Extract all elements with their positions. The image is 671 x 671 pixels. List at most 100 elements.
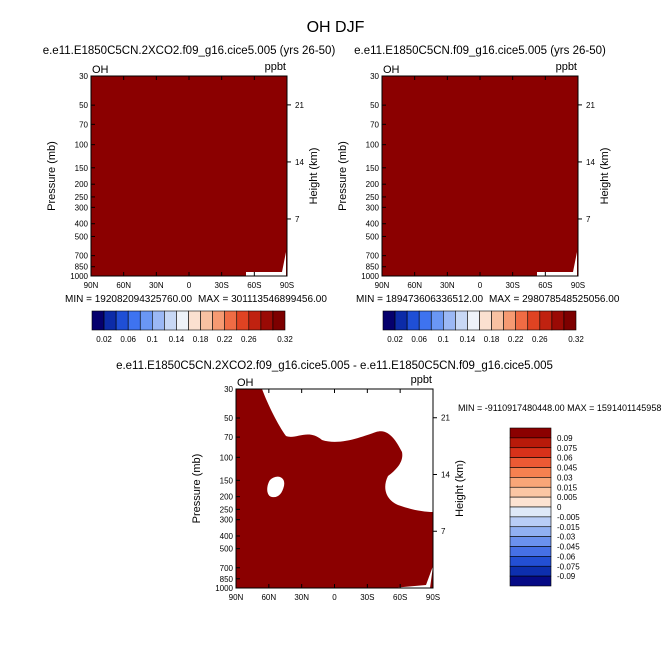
colorbar-swatch — [139, 310, 153, 331]
x-tick-label: 0 — [187, 281, 192, 290]
field-missing-region — [267, 476, 285, 498]
x-tick-label: 90S — [426, 593, 440, 602]
y-tick-label: 30 — [370, 72, 379, 81]
y-tick-label: 70 — [224, 433, 233, 442]
y-tick-label: 50 — [370, 101, 379, 110]
colorbar-swatch — [509, 506, 552, 518]
y-tick-label: 700 — [75, 252, 89, 261]
chart-panel-1: e.e11.E1850C5CN.2XCO2.f09_g16.cice5.005 … — [43, 45, 336, 344]
colorbar-label: 0.09 — [557, 434, 573, 443]
colorbar-label: 0.06 — [557, 454, 573, 463]
colorbar-swatch — [509, 457, 552, 468]
y-tick-label: 250 — [75, 193, 89, 202]
height-tick-label: 7 — [586, 215, 591, 224]
y-tick-label: 250 — [366, 193, 380, 202]
colorbar-label: 0.045 — [557, 464, 578, 473]
colorbar-label: 0.18 — [484, 335, 500, 344]
colorbar-label: 0.02 — [387, 335, 403, 344]
colorbar-swatch — [418, 310, 432, 331]
y-tick-label: 100 — [366, 141, 380, 150]
colorbar-label: 0.005 — [557, 493, 578, 502]
field-fill — [382, 76, 578, 276]
colorbar-swatch — [176, 310, 189, 331]
field-fill — [236, 389, 433, 588]
y-axis-label: Pressure (mb) — [46, 141, 58, 211]
y-tick-label: 100 — [220, 453, 234, 462]
y-tick-label: 400 — [366, 220, 380, 229]
height-tick-label: 21 — [586, 101, 595, 110]
colorbar-swatch — [563, 310, 577, 331]
colorbar-label: 0.06 — [120, 335, 136, 344]
y-tick-label: 850 — [366, 263, 380, 272]
y-tick-label: 30 — [79, 72, 88, 81]
y-tick-label: 1000 — [361, 272, 379, 281]
field-missing-region — [537, 252, 577, 276]
x-tick-label: 90S — [280, 281, 294, 290]
colorbar-swatch — [509, 546, 552, 557]
height-tick-label: 7 — [295, 215, 300, 224]
x-tick-label: 30N — [440, 281, 455, 290]
colorbar-swatch — [91, 310, 105, 331]
colorbar-swatch — [127, 310, 141, 331]
corner-label-left: OH — [383, 64, 400, 76]
colorbar-swatch — [224, 310, 238, 331]
colorbar-label: -0.09 — [557, 572, 576, 581]
corner-label-left: OH — [237, 377, 254, 389]
colorbar-swatch — [509, 477, 552, 488]
colorbar-label: 0.015 — [557, 483, 578, 492]
colorbar-label: 0.32 — [277, 335, 293, 344]
y-tick-label: 500 — [75, 232, 89, 241]
colorbar-label: 0.03 — [557, 473, 573, 482]
colorbar-swatch — [200, 310, 213, 331]
min-max-label: MIN = -9110917480448.00 MAX = 1591401145… — [458, 403, 661, 413]
height-tick-label: 14 — [295, 158, 304, 167]
colorbar-label: 0.26 — [241, 335, 257, 344]
min-value-label: MIN = 189473606336512.00 — [356, 294, 483, 305]
colorbar-label: 0 — [557, 503, 562, 512]
colorbar-label: 0.14 — [460, 335, 476, 344]
y-tick-label: 400 — [220, 532, 234, 541]
colorbar-swatch — [212, 310, 225, 331]
chart-panel-3: e.e11.E1850C5CN.2XCO2.f09_g16.cice5.005 … — [116, 360, 661, 602]
y-tick-label: 850 — [75, 263, 89, 272]
colorbar-swatch — [509, 486, 552, 498]
field-missing-region — [392, 566, 433, 588]
x-tick-label: 90N — [229, 593, 244, 602]
colorbar-label: -0.06 — [557, 552, 576, 561]
colorbar-swatch — [394, 310, 408, 331]
colorbar-swatch — [272, 310, 286, 331]
colorbar-label: 0.02 — [96, 335, 112, 344]
x-tick-label: 30N — [149, 281, 164, 290]
colorbar-label: -0.03 — [557, 533, 576, 542]
x-tick-label: 60N — [116, 281, 131, 290]
colorbar-swatch — [248, 310, 262, 331]
y-tick-label: 100 — [75, 141, 89, 150]
x-tick-label: 60N — [407, 281, 422, 290]
y-tick-label: 300 — [366, 203, 380, 212]
colorbar-label: 0.22 — [508, 335, 524, 344]
colorbar-label: 0.32 — [568, 335, 584, 344]
colorbar-swatch — [188, 310, 201, 331]
corner-label-left: OH — [92, 64, 109, 76]
panel-title: e.e11.E1850C5CN.f09_g16.cice5.005 (yrs 2… — [354, 45, 606, 57]
x-tick-label: 30N — [294, 593, 309, 602]
colorbar-swatch — [509, 516, 552, 528]
min-value-label: MIN = 192082094325760.00 — [65, 294, 192, 305]
colorbar-label: 0.1 — [438, 335, 450, 344]
colorbar-label: 0.26 — [532, 335, 548, 344]
y-tick-label: 400 — [75, 220, 89, 229]
y-axis-label-right: Height (km) — [599, 148, 611, 205]
colorbar-swatch — [479, 310, 492, 331]
y-axis-label: Pressure (mb) — [191, 454, 203, 524]
colorbar-swatch — [491, 310, 504, 331]
colorbar-swatch — [515, 310, 529, 331]
panel-title: e.e11.E1850C5CN.2XCO2.f09_g16.cice5.005 … — [43, 45, 336, 57]
corner-label-right: ppbt — [556, 61, 577, 73]
colorbar-label: 0.1 — [147, 335, 159, 344]
colorbar-label: -0.045 — [557, 543, 580, 552]
chart-panel-2: e.e11.E1850C5CN.f09_g16.cice5.005 (yrs 2… — [337, 45, 620, 344]
colorbar-swatch — [164, 310, 177, 331]
x-tick-label: 60N — [261, 593, 276, 602]
y-tick-label: 70 — [79, 120, 88, 129]
colorbar-label: -0.015 — [557, 523, 580, 532]
